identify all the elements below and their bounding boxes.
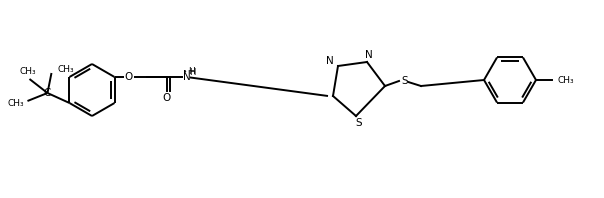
- Text: S: S: [402, 76, 408, 86]
- Text: N: N: [182, 72, 190, 82]
- Text: S: S: [356, 118, 362, 128]
- Text: H: H: [189, 68, 196, 76]
- Text: N: N: [182, 70, 190, 80]
- Text: O: O: [124, 72, 133, 82]
- Text: CH₃: CH₃: [57, 65, 74, 73]
- Text: N: N: [365, 50, 373, 60]
- Text: CH₃: CH₃: [7, 98, 24, 108]
- Text: CH₃: CH₃: [19, 67, 36, 75]
- Text: C: C: [44, 88, 51, 98]
- Text: CH₃: CH₃: [558, 75, 574, 85]
- Text: N: N: [326, 56, 334, 66]
- Text: H: H: [188, 67, 195, 75]
- Text: O: O: [162, 93, 171, 103]
